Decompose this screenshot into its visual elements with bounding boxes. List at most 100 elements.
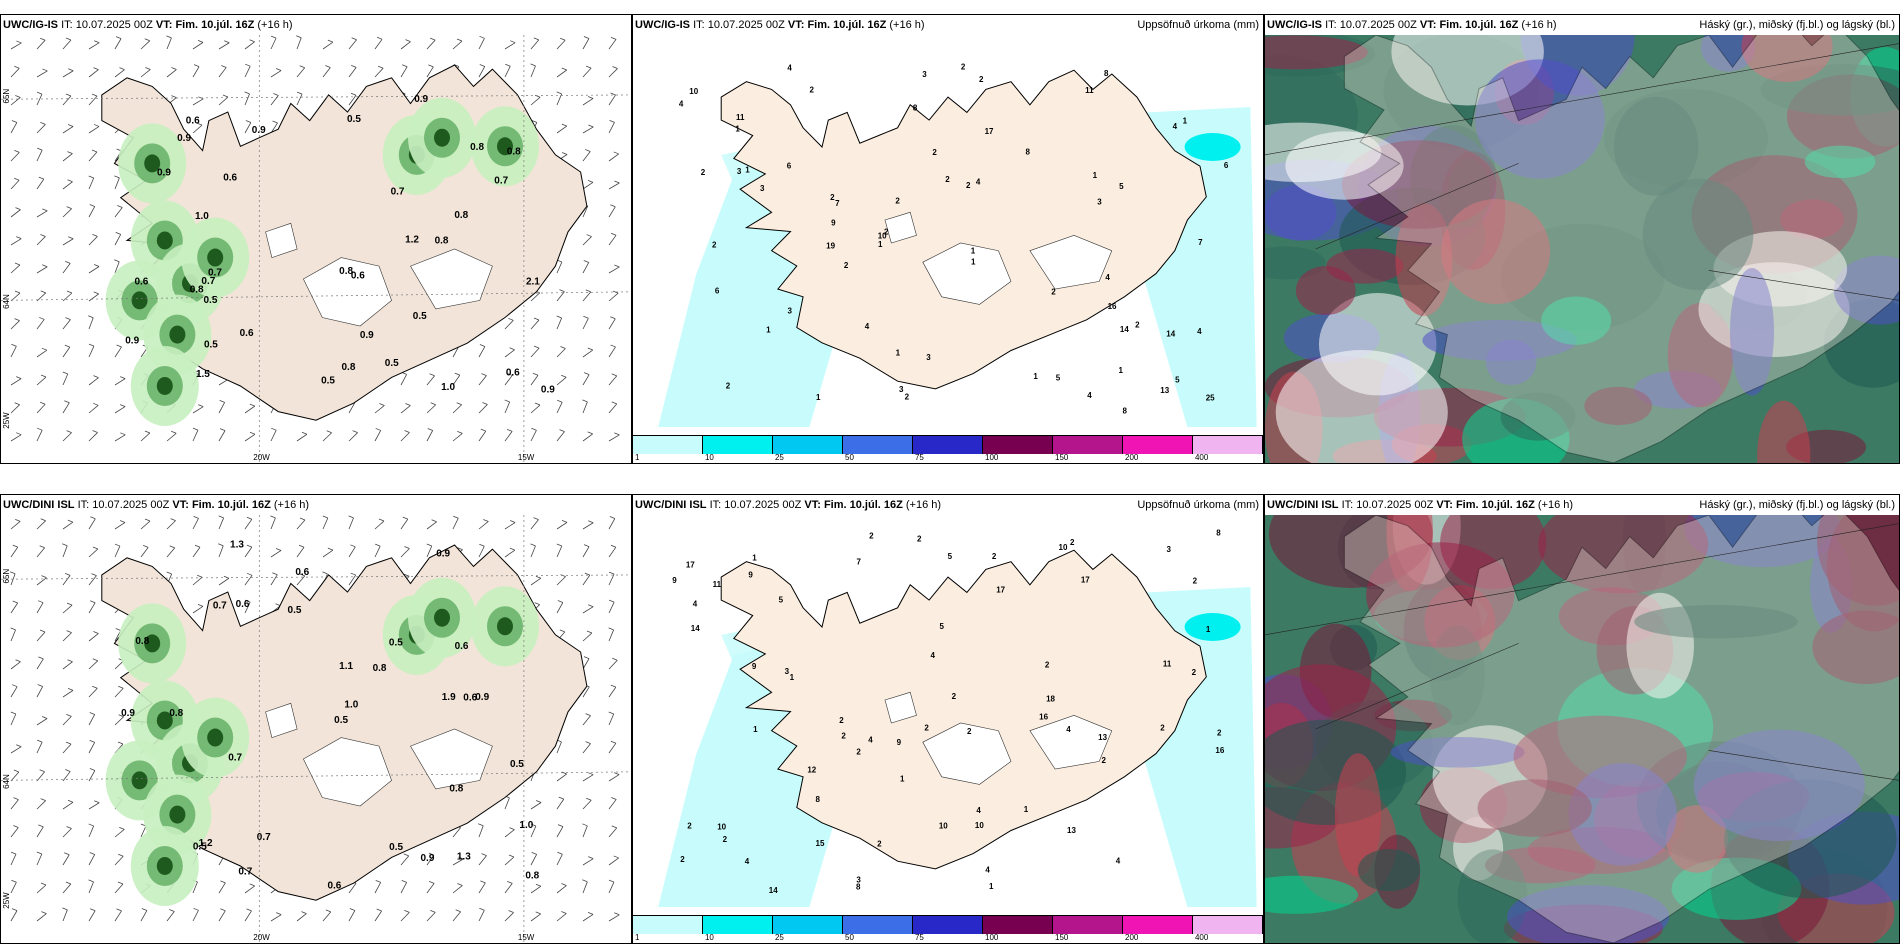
wind-barb-flag: [16, 376, 22, 379]
cloud-patch: [1741, 35, 1833, 82]
wind-barb: [582, 825, 588, 838]
wind-barb-flag: [530, 543, 536, 547]
wind-barb-flag: [15, 207, 21, 210]
cloud-patch: [1826, 515, 1899, 632]
wind-barb: [478, 855, 487, 866]
wind-barb: [296, 93, 303, 106]
wind-value: 0.6: [455, 641, 469, 652]
precip-value: 4: [745, 857, 750, 866]
wind-barb: [452, 404, 462, 414]
wind-barb: [478, 430, 487, 442]
wind-barb-flag: [535, 575, 542, 579]
wind-barb-flag: [115, 232, 121, 235]
colorbar-tick: 200: [1125, 933, 1139, 942]
wind-barb: [348, 517, 354, 530]
wind-barb: [114, 69, 125, 78]
wind-barb: [582, 574, 591, 586]
wind-barb: [36, 430, 43, 442]
precip-value: 2: [1101, 756, 1106, 765]
wind-barb-flag: [16, 236, 22, 240]
wind-barb-flag: [114, 543, 121, 547]
wind-barb-flag: [585, 65, 592, 69]
axis-labels: 20W 15W 65N 64N 25W: [2, 89, 535, 462]
wind-barb: [88, 602, 96, 614]
colorbar-swatch: [703, 916, 773, 934]
precip-colorbar: 1 10 25 50 75 100 150 200 400: [633, 435, 1263, 463]
wind-barb-flag: [90, 908, 96, 912]
precip-value: 17: [1081, 576, 1090, 585]
wind-barb: [478, 910, 485, 922]
wind-barb: [62, 39, 72, 50]
wind-barb-flag: [88, 823, 94, 827]
wind-barb-flag: [301, 431, 308, 435]
wind-barb: [530, 854, 537, 866]
wind-barb: [426, 430, 434, 442]
precip-value: 2: [723, 835, 728, 844]
wind-barb: [452, 433, 463, 442]
wind-barb: [10, 602, 19, 614]
wind-barb-flag: [13, 825, 19, 828]
wind-barb: [62, 743, 72, 754]
wind-barb: [36, 913, 47, 922]
lon-label: 20W: [253, 933, 270, 942]
wind-barb-flag: [198, 96, 204, 100]
precip-value: 5: [1119, 182, 1124, 191]
wind-barb-flag: [611, 797, 617, 800]
cloud-layers: [1265, 515, 1899, 943]
wind-barb-flag: [40, 798, 46, 802]
wind-barb: [88, 377, 99, 386]
wind-value: 0.6: [240, 328, 254, 339]
wind-barb: [62, 70, 74, 78]
wind-barb-flag: [480, 880, 486, 884]
wind-barb: [270, 37, 277, 50]
wind-barb: [166, 69, 177, 78]
wind-barb-flag: [273, 93, 279, 96]
cloud-patch: [1507, 885, 1670, 943]
wind-barb-flag: [505, 63, 511, 67]
wind-barb: [62, 292, 73, 302]
wind-barb: [192, 881, 198, 894]
wind-barb-flag: [457, 883, 463, 886]
wind-value: 0.8: [454, 210, 468, 221]
wind-barb: [10, 320, 20, 330]
wind-barb: [192, 518, 199, 530]
wind-barb-flag: [249, 883, 255, 887]
wind-barb: [556, 291, 565, 302]
grid-line: [1265, 523, 1899, 636]
wind-barb: [140, 910, 148, 922]
wind-barb: [270, 70, 282, 78]
wind-barb-flag: [245, 599, 251, 603]
wind-barb: [296, 433, 308, 442]
wind-barb-flag: [66, 826, 72, 829]
precip-value: 2: [924, 723, 929, 732]
wind-barb: [114, 346, 122, 358]
wind-value: 0.5: [389, 842, 403, 853]
wind-barb-flag: [11, 684, 18, 688]
wind-barb: [270, 550, 282, 558]
cloud-patch: [1780, 199, 1845, 240]
wind-barb: [88, 548, 99, 558]
wind-barb-flag: [586, 234, 592, 237]
wind-barb-flag: [508, 317, 514, 321]
precip-value: 3: [785, 667, 790, 676]
wind-barb-flag: [614, 264, 620, 268]
wind-barb: [582, 374, 590, 386]
wind-barb: [62, 432, 72, 442]
wind-barb-flag: [119, 827, 125, 830]
wind-barb: [114, 545, 121, 558]
wind-barb-flag: [36, 851, 42, 855]
wind-barb: [62, 854, 70, 866]
wind-barb-flag: [14, 402, 20, 406]
wind-barb-flag: [40, 290, 46, 294]
wind-barb: [36, 771, 45, 782]
wind-barb: [88, 317, 94, 330]
wind-barb: [88, 293, 99, 302]
wind-barb-flag: [249, 39, 255, 43]
wind-barb: [582, 67, 592, 78]
precip-value: 8: [816, 795, 821, 804]
wind-barb: [10, 827, 19, 838]
wind-barb: [88, 126, 100, 134]
wind-barb: [530, 96, 541, 106]
wind-barb: [504, 320, 514, 330]
wind-barb: [166, 547, 176, 558]
